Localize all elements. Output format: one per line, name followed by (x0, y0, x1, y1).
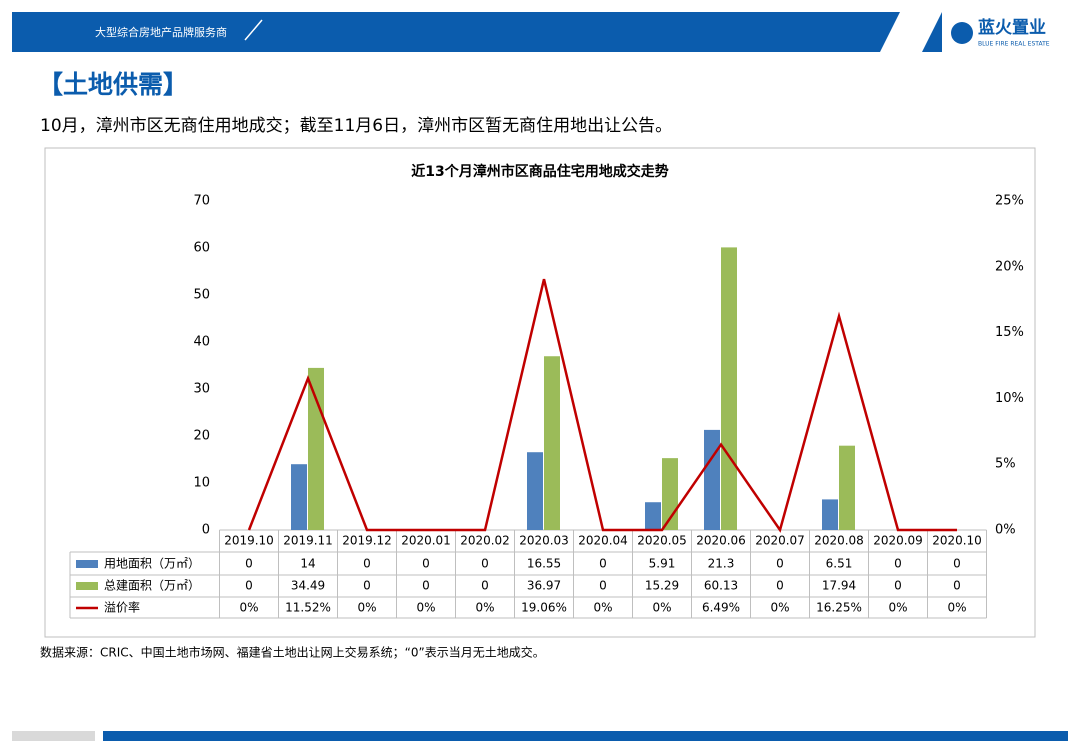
table-cell: 0 (776, 579, 784, 593)
x-tick-label: 2020.04 (578, 534, 628, 548)
y2-tick-label: 10% (995, 391, 1024, 406)
table-cell: 0% (593, 601, 612, 615)
x-tick-label: 2020.07 (755, 534, 805, 548)
x-tick-label: 2019.12 (342, 534, 392, 548)
legend-swatch (76, 582, 98, 590)
table-cell: 16.55 (527, 557, 561, 571)
table-cell: 6.49% (702, 601, 740, 615)
y-tick-label: 40 (193, 335, 210, 350)
bar (308, 367, 324, 530)
table-cell: 0 (894, 557, 902, 571)
legend-swatch (76, 560, 98, 568)
x-tick-label: 2019.11 (283, 534, 333, 548)
table-cell: 0% (416, 601, 435, 615)
table-cell: 0 (481, 579, 489, 593)
source: 数据来源：CRIC、中国土地市场网、福建省土地出让网上交易系统；“0”表示当月无… (40, 645, 545, 660)
table-cell: 0 (481, 557, 489, 571)
tagline: 大型综合房地产品牌服务商 (95, 25, 227, 39)
y-tick-label: 70 (193, 194, 210, 209)
table-cell: 34.49 (291, 579, 325, 593)
y2-tick-label: 0% (995, 523, 1016, 538)
heading: 【土地供需】 (38, 70, 188, 99)
y2-tick-label: 20% (995, 259, 1024, 274)
table-cell: 0 (599, 557, 607, 571)
table-cell: 0 (245, 579, 253, 593)
table-cell: 0 (363, 579, 371, 593)
header-slash (244, 19, 263, 41)
table-cell: 21.3 (708, 557, 735, 571)
y-tick-label: 50 (193, 288, 210, 303)
bar (527, 452, 543, 530)
chart-title: 近13个月漳州市区商品住宅用地成交走势 (411, 163, 668, 180)
bar (839, 445, 855, 530)
table-cell: 0 (776, 557, 784, 571)
header-notch (880, 12, 942, 52)
table-cell: 0 (599, 579, 607, 593)
bar (822, 499, 838, 530)
legend-label: 用地面积（万㎡） (104, 557, 200, 571)
x-tick-label: 2020.03 (519, 534, 569, 548)
legend-label: 溢价率 (104, 600, 140, 615)
chart-frame (44, 147, 1036, 638)
brand-en: BLUE FIRE REAL ESTATE (978, 41, 1050, 48)
x-tick-label: 2020.08 (814, 534, 864, 548)
y-tick-label: 10 (193, 476, 210, 491)
y-tick-label: 60 (193, 241, 210, 256)
bar (645, 502, 661, 530)
logo-mark (951, 22, 973, 44)
brand: 蓝火置业 (978, 18, 1046, 38)
table-cell: 0 (953, 579, 961, 593)
line (247, 278, 957, 533)
legend-label: 总建面积（万㎡） (104, 579, 200, 593)
bar (544, 356, 560, 530)
table-cell: 36.97 (527, 579, 561, 593)
table-cell: 0% (652, 601, 671, 615)
table-cell: 0 (422, 579, 430, 593)
bar (704, 429, 720, 530)
table-cell: 0 (953, 557, 961, 571)
table-cell: 14 (300, 557, 315, 571)
summary: 10月，漳州市区无商住用地成交；截至11月6日，漳州市区暂无商住用地出让公告。 (40, 116, 672, 136)
y-tick-label: 0 (202, 523, 210, 538)
y2-tick-label: 25% (995, 194, 1024, 209)
y2-tick-label: 5% (995, 457, 1016, 472)
x-tick-label: 2019.10 (224, 534, 274, 548)
footer-gray (12, 731, 95, 741)
y2-tick-label: 15% (995, 325, 1024, 340)
x-tick-label: 2020.09 (873, 534, 923, 548)
table-cell: 19.06% (521, 601, 567, 615)
table-cell: 15.29 (645, 579, 679, 593)
table-cell: 0% (357, 601, 376, 615)
x-tick-label: 2020.05 (637, 534, 687, 548)
table-cell: 0% (888, 601, 907, 615)
table-cell: 0% (770, 601, 789, 615)
table-cell: 11.52% (285, 601, 331, 615)
table-cell: 0 (245, 557, 253, 571)
table-cell: 17.94 (822, 579, 856, 593)
y-tick-label: 20 (193, 429, 210, 444)
table-cell: 16.25% (816, 601, 862, 615)
x-tick-label: 2020.06 (696, 534, 746, 548)
table-cell: 5.91 (649, 557, 676, 571)
x-tick-label: 2020.02 (460, 534, 510, 548)
x-tick-label: 2020.01 (401, 534, 451, 548)
table-cell: 6.51 (826, 557, 853, 571)
table-cell: 0 (422, 557, 430, 571)
header-bar (12, 12, 942, 52)
table-cell: 0 (363, 557, 371, 571)
table-cell: 0% (475, 601, 494, 615)
table-cell: 0 (894, 579, 902, 593)
footer-bar (103, 731, 1068, 741)
bar (291, 464, 307, 530)
table-cell: 60.13 (704, 579, 738, 593)
table-cell: 0% (239, 601, 258, 615)
x-tick-label: 2020.10 (932, 534, 982, 548)
bar (721, 247, 737, 530)
table-cell: 0% (947, 601, 966, 615)
y-tick-label: 30 (193, 382, 210, 397)
